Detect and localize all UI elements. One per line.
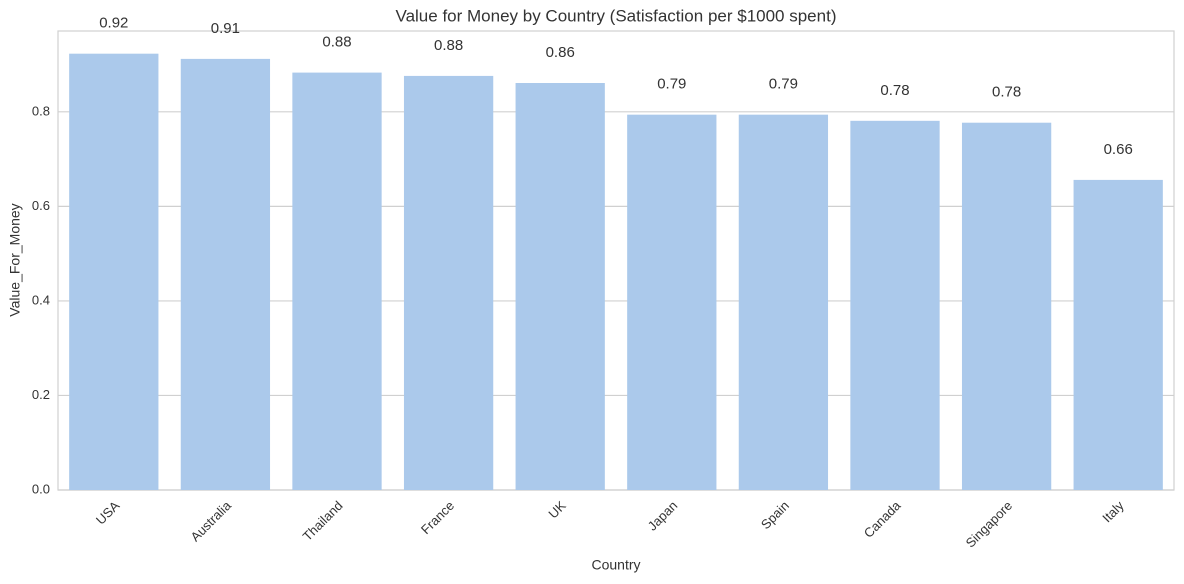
y-tick-label: 0.0: [32, 481, 50, 496]
x-tick-label: Japan: [645, 498, 681, 534]
bar: [292, 72, 382, 490]
value-label: 0.66: [1104, 141, 1133, 158]
value-label: 0.88: [434, 37, 463, 54]
y-axis-label: Value_For_Money: [7, 203, 23, 316]
x-tick-label: Canada: [861, 497, 904, 540]
x-tick-label: Singapore: [963, 498, 1016, 551]
value-label: 0.78: [880, 82, 909, 99]
bar: [627, 114, 717, 491]
value-label: 0.88: [322, 34, 351, 51]
x-tick-label: Australia: [188, 497, 235, 544]
y-tick-label: 0.8: [32, 103, 50, 118]
x-tick-label: Italy: [1099, 498, 1127, 526]
x-axis-label: Country: [591, 557, 640, 573]
value-label: 0.86: [546, 44, 575, 61]
value-label: 0.79: [657, 76, 686, 93]
bar: [850, 120, 940, 490]
value-label: 0.92: [99, 15, 128, 32]
value-label: 0.78: [992, 84, 1021, 101]
bar: [1073, 179, 1163, 490]
x-tick-label: Thailand: [300, 498, 346, 544]
y-tick-label: 0.2: [32, 387, 50, 402]
bar: [738, 114, 829, 491]
x-tick-label: USA: [93, 498, 123, 528]
value-label: 0.79: [769, 76, 798, 93]
x-tick-label: France: [418, 498, 457, 537]
x-tick-label: UK: [545, 498, 569, 522]
bar: [69, 53, 159, 491]
bar: [403, 75, 494, 490]
bar: [961, 122, 1052, 491]
value-label: 0.91: [211, 20, 240, 37]
chart-title: Value for Money by Country (Satisfaction…: [396, 6, 837, 25]
bar: [180, 58, 271, 491]
x-tick-label: Spain: [758, 498, 792, 532]
y-tick-label: 0.6: [32, 198, 50, 213]
bar: [515, 82, 605, 491]
y-tick-label: 0.4: [32, 292, 50, 307]
